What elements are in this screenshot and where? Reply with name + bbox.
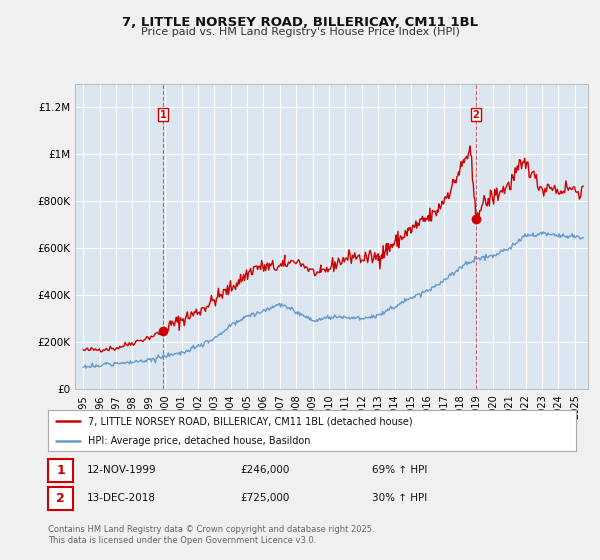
Text: 12-NOV-1999: 12-NOV-1999 (87, 465, 157, 475)
Text: Price paid vs. HM Land Registry's House Price Index (HPI): Price paid vs. HM Land Registry's House … (140, 27, 460, 37)
Text: 1: 1 (160, 110, 166, 119)
Text: Contains HM Land Registry data © Crown copyright and database right 2025.
This d: Contains HM Land Registry data © Crown c… (48, 525, 374, 545)
Text: 7, LITTLE NORSEY ROAD, BILLERICAY, CM11 1BL: 7, LITTLE NORSEY ROAD, BILLERICAY, CM11 … (122, 16, 478, 29)
Text: £246,000: £246,000 (240, 465, 289, 475)
Text: 7, LITTLE NORSEY ROAD, BILLERICAY, CM11 1BL (detached house): 7, LITTLE NORSEY ROAD, BILLERICAY, CM11 … (88, 417, 412, 426)
Text: £725,000: £725,000 (240, 493, 289, 503)
Text: 30% ↑ HPI: 30% ↑ HPI (372, 493, 427, 503)
Text: 69% ↑ HPI: 69% ↑ HPI (372, 465, 427, 475)
Text: 2: 2 (56, 492, 65, 505)
Text: 1: 1 (56, 464, 65, 477)
Text: 13-DEC-2018: 13-DEC-2018 (87, 493, 156, 503)
Text: HPI: Average price, detached house, Basildon: HPI: Average price, detached house, Basi… (88, 436, 310, 446)
Text: 2: 2 (472, 110, 479, 119)
